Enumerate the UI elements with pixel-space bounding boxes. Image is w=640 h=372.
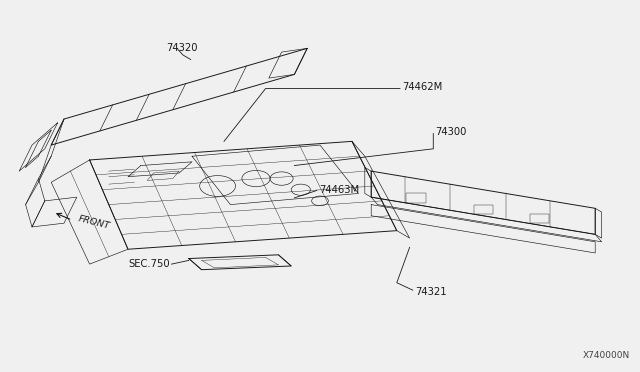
Bar xyxy=(406,193,426,203)
Text: FRONT: FRONT xyxy=(77,214,111,230)
Text: 74321: 74321 xyxy=(415,287,446,297)
Text: 74463M: 74463M xyxy=(319,185,359,195)
Text: 74300: 74300 xyxy=(435,128,467,137)
Bar xyxy=(530,214,549,223)
Text: 74462M: 74462M xyxy=(402,83,442,92)
Bar xyxy=(474,205,493,214)
Text: X740000N: X740000N xyxy=(583,351,630,360)
Text: 74320: 74320 xyxy=(166,43,198,52)
Text: SEC.750: SEC.750 xyxy=(128,259,170,269)
